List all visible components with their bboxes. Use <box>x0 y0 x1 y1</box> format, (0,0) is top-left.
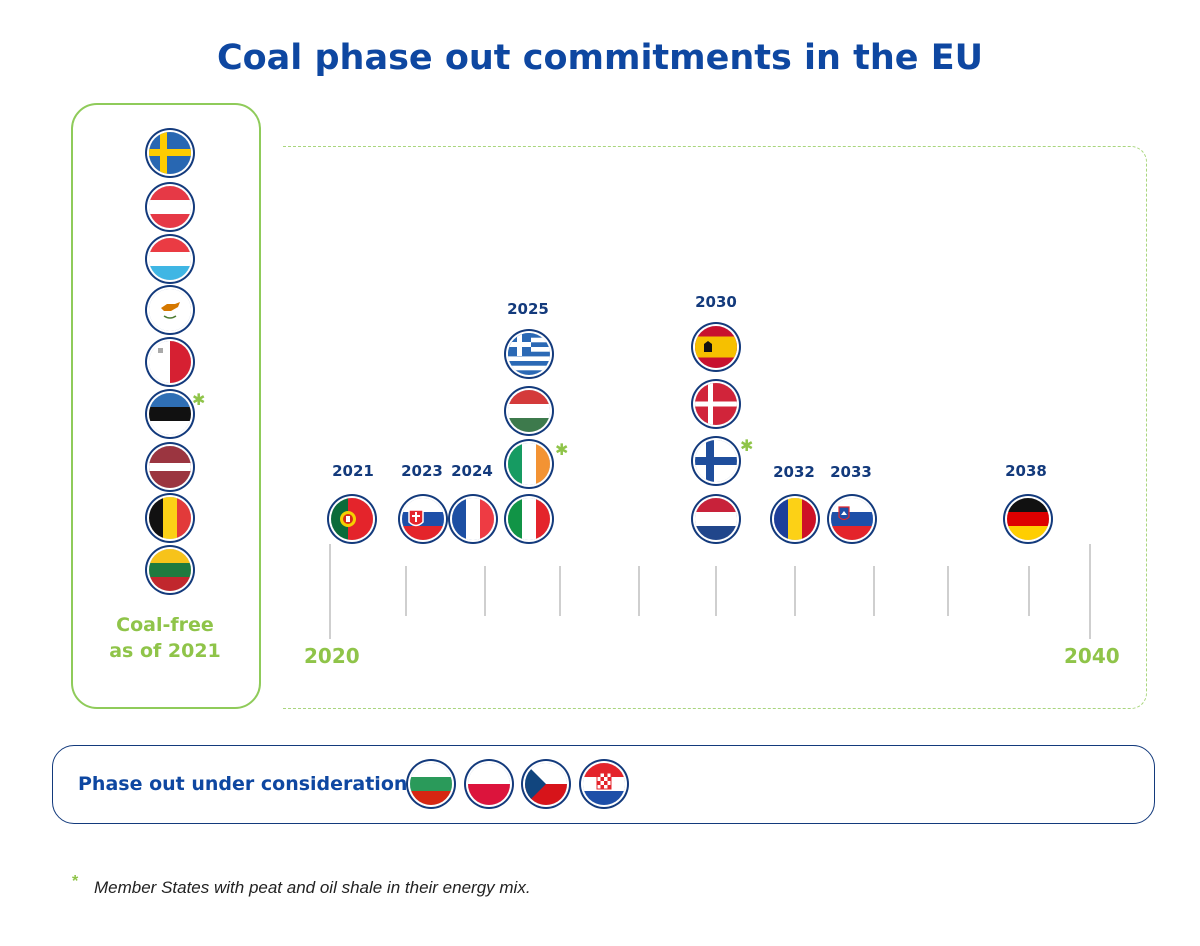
peat-marker-icon: ✱ <box>740 436 754 455</box>
axis-start-year: 2020 <box>304 644 360 668</box>
netherlands-flag-icon <box>695 498 737 540</box>
axis-tick <box>794 566 796 616</box>
slovakia-flag-icon <box>402 498 444 540</box>
axis-tick <box>329 544 331 639</box>
romania-flag-icon <box>774 498 816 540</box>
consideration-panel <box>52 745 1155 824</box>
poland-flag-icon <box>468 763 510 805</box>
axis-tick <box>1028 566 1030 616</box>
belgium-flag-icon <box>149 497 191 539</box>
year-label-2030: 2030 <box>695 293 737 311</box>
axis-tick <box>715 566 717 616</box>
greece-flag-icon <box>508 333 550 375</box>
portugal-flag-icon <box>331 498 373 540</box>
footnote-marker: * <box>72 873 79 890</box>
france-flag-icon <box>452 498 494 540</box>
axis-end-year: 2040 <box>1064 644 1120 668</box>
germany-flag-icon <box>1007 498 1049 540</box>
malta-flag-icon <box>149 341 191 383</box>
austria-flag-icon <box>149 186 191 228</box>
peat-marker-icon: ✱ <box>192 390 206 409</box>
axis-tick <box>405 566 407 616</box>
axis-tick <box>484 566 486 616</box>
axis-tick <box>638 566 640 616</box>
page-title: Coal phase out commitments in the EU <box>216 38 984 78</box>
denmark-flag-icon <box>695 383 737 425</box>
year-label-2024: 2024 <box>451 462 493 480</box>
coal-free-label-line1: Coal-free <box>116 614 214 636</box>
axis-tick <box>1089 544 1091 639</box>
coal-free-panel <box>71 103 261 709</box>
lithuania-flag-icon <box>149 549 191 591</box>
peat-marker-icon: ✱ <box>555 440 569 459</box>
coal-free-label-line2: as of 2021 <box>109 640 221 662</box>
footnote-text: Member States with peat and oil shale in… <box>94 878 531 897</box>
year-label-2033: 2033 <box>830 463 872 481</box>
consideration-label: Phase out under consideration <box>78 773 408 795</box>
axis-tick <box>873 566 875 616</box>
year-label-2038: 2038 <box>1005 462 1047 480</box>
latvia-flag-icon <box>149 446 191 488</box>
axis-tick <box>559 566 561 616</box>
timeline-panel <box>283 146 1147 709</box>
ireland-flag-icon <box>508 443 550 485</box>
coal-free-label: Coal-free as of 2021 <box>75 612 255 664</box>
hungary-flag-icon <box>508 390 550 432</box>
year-label-2021: 2021 <box>332 462 374 480</box>
croatia-flag-icon <box>583 763 625 805</box>
year-label-2023: 2023 <box>401 462 443 480</box>
bulgaria-flag-icon <box>410 763 452 805</box>
estonia-flag-icon <box>149 393 191 435</box>
luxembourg-flag-icon <box>149 238 191 280</box>
axis-tick <box>947 566 949 616</box>
slovenia-flag-icon <box>831 498 873 540</box>
italy-flag-icon <box>508 498 550 540</box>
year-label-2032: 2032 <box>773 463 815 481</box>
spain-flag-icon <box>695 326 737 368</box>
czechia-flag-icon <box>525 763 567 805</box>
sweden-flag-icon <box>149 132 191 174</box>
cyprus-flag-icon <box>149 289 191 331</box>
finland-flag-icon <box>695 440 737 482</box>
year-label-2025: 2025 <box>507 300 549 318</box>
